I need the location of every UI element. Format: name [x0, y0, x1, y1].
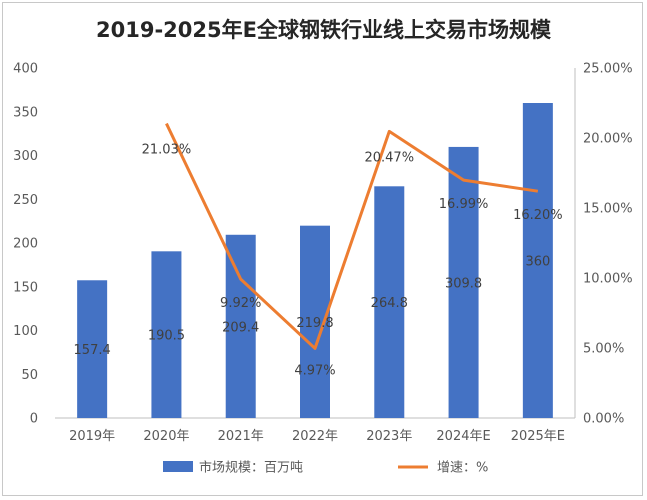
left-tick-label: 200 [13, 237, 38, 252]
x-tick-label: 2020年 [143, 429, 189, 444]
left-tick-label: 300 [13, 149, 38, 164]
right-tick-label: 10.00% [583, 272, 633, 287]
left-tick-label: 250 [13, 193, 38, 208]
bar-value-label: 309.8 [445, 276, 482, 291]
line-value-label: 20.47% [364, 150, 414, 165]
bar-value-label: 264.8 [371, 296, 408, 311]
x-tick-label: 2022年 [292, 429, 338, 444]
x-tick-label: 2025年E [511, 429, 565, 444]
bar [225, 234, 256, 418]
bar-value-label: 360 [525, 255, 550, 270]
left-tick-label: 0 [30, 412, 38, 427]
bar [77, 280, 108, 418]
line-value-label: 16.99% [439, 197, 489, 212]
legend-line-label: 增速：% [437, 461, 488, 476]
line-value-label: 4.97% [294, 363, 335, 378]
legend-bar-label: 市场规模：百万吨 [199, 460, 303, 476]
bars [77, 103, 553, 419]
left-tick-label: 350 [13, 105, 38, 120]
legend: 市场规模：百万吨 增速：% [163, 460, 488, 476]
right-tick-label: 5.00% [583, 342, 624, 357]
left-tick-label: 400 [13, 62, 38, 77]
right-tick-label: 25.00% [583, 62, 633, 77]
data-labels: 157.4 190.5 209.4 219.8 264.8 309.8 360 21.03% 9… [74, 143, 563, 379]
chart-title: 2019-2025年E全球钢铁行业线上交易市场规模 [96, 18, 551, 42]
growth-line-path [165, 122, 539, 350]
axes: 0 50 100 150 200 250 300 350 400 0.00% 5.00% 10.00%… [13, 62, 632, 445]
chart-frame [2, 2, 643, 496]
bar [151, 251, 182, 418]
left-tick-label: 100 [13, 324, 38, 339]
line-value-label: 16.20% [513, 208, 563, 223]
left-tick-label: 150 [13, 280, 38, 295]
x-tick-label: 2023年 [366, 429, 412, 444]
right-tick-label: 20.00% [583, 132, 633, 147]
bar [522, 103, 553, 418]
bar-value-label: 209.4 [222, 320, 259, 335]
line-value-label: 21.03% [142, 143, 192, 158]
right-tick-label: 0.00% [583, 412, 624, 427]
bar-value-label: 190.5 [148, 329, 185, 344]
left-tick-label: 50 [21, 368, 38, 383]
bar [374, 186, 405, 418]
right-tick-label: 15.00% [583, 202, 633, 217]
bar-value-label: 157.4 [74, 343, 111, 358]
x-tick-label: 2024年E [436, 429, 490, 444]
growth-line [165, 122, 539, 350]
legend-bar-swatch [163, 461, 193, 472]
bar-value-label: 219.8 [296, 316, 333, 331]
x-tick-label: 2019年 [69, 429, 115, 444]
bar [448, 146, 479, 419]
line-value-label: 9.92% [220, 296, 261, 311]
x-tick-label: 2021年 [218, 429, 264, 444]
